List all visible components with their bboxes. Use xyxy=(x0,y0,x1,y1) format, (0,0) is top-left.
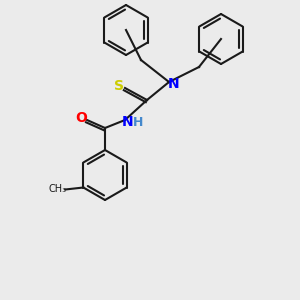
Text: N: N xyxy=(122,115,134,129)
Text: H: H xyxy=(133,116,143,128)
Text: CH₃: CH₃ xyxy=(48,184,66,194)
Text: N: N xyxy=(168,77,180,91)
Text: S: S xyxy=(114,79,124,93)
Text: O: O xyxy=(75,111,87,125)
